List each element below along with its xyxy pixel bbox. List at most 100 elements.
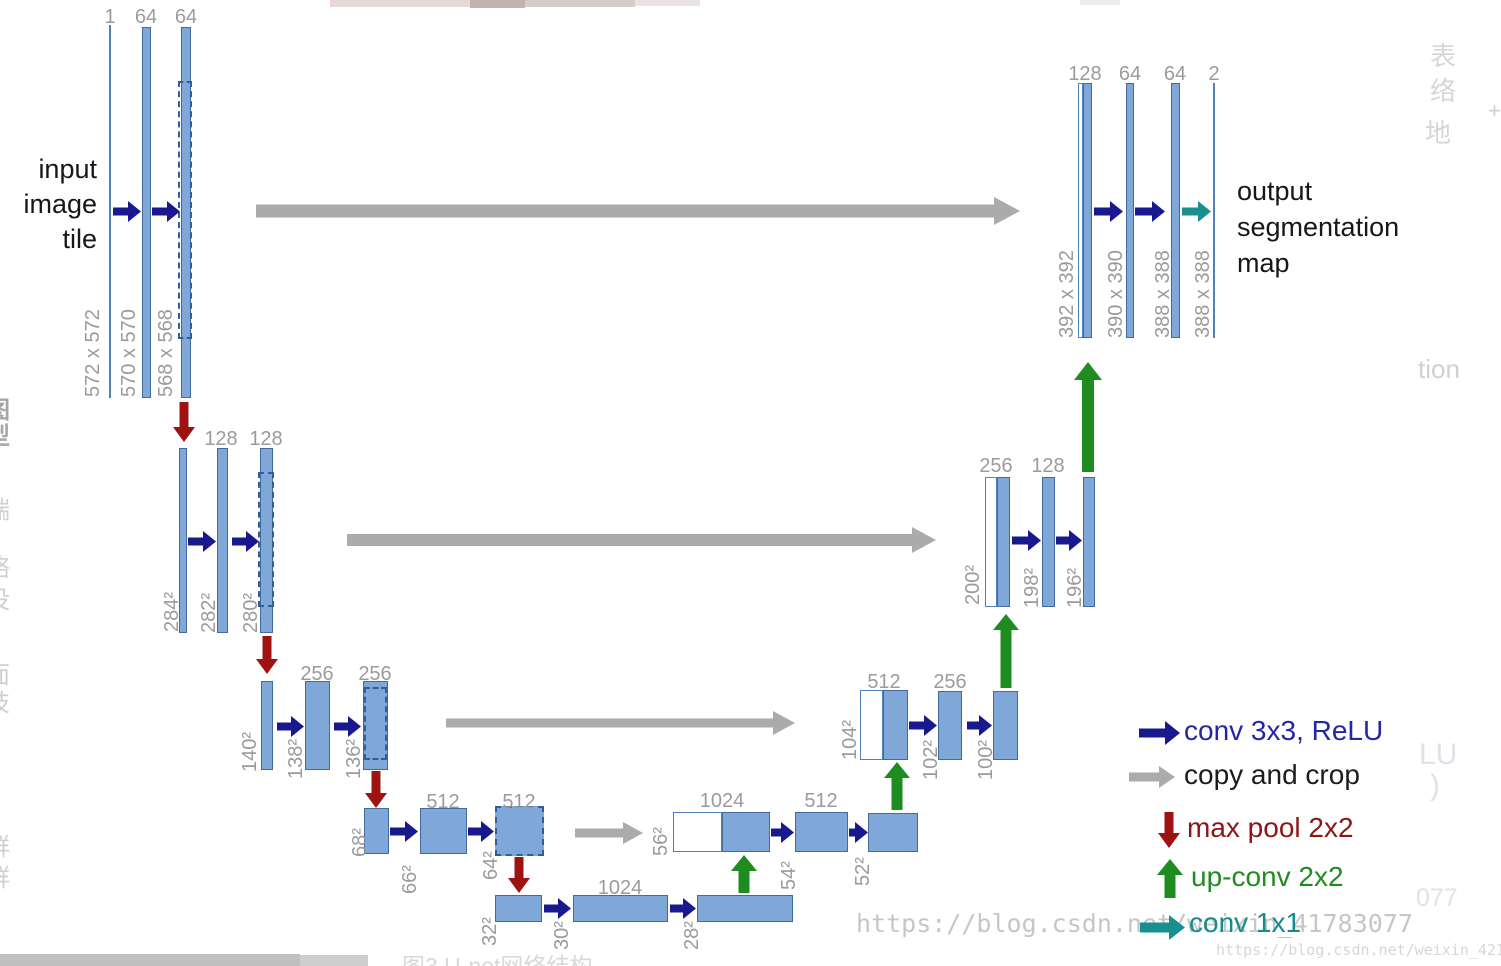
feature-size-label: 388 x 388 — [1192, 250, 1214, 338]
feature-map — [883, 690, 908, 760]
top-photo-sliver — [330, 0, 470, 7]
maxpool-arrow — [508, 857, 530, 893]
maxpool-arrow — [256, 636, 278, 674]
feature-map — [420, 808, 467, 854]
left-edge-glyph: 络 — [0, 556, 10, 582]
conv-arrow — [188, 530, 216, 552]
feature-map — [722, 812, 770, 852]
legend-upconv-label: up-conv 2x2 — [1191, 861, 1344, 892]
bottom-gray-bar — [0, 954, 300, 966]
legend-conv3x3-label: conv 3x3, ReLU — [1184, 715, 1384, 746]
conv-arrow — [1135, 200, 1165, 222]
top-photo-sliver — [635, 0, 700, 6]
channel-count-label: 128 — [1068, 63, 1102, 85]
legend-copy-crop-label: copy and crop — [1184, 759, 1360, 790]
feature-map — [868, 813, 918, 852]
legend-maxpool-arrow — [1158, 812, 1180, 848]
legend-conv-arrow — [1139, 721, 1180, 745]
feature-map — [217, 448, 228, 633]
feature-size-label: 64² — [480, 851, 502, 880]
copy-arrow — [446, 711, 795, 735]
left-edge-glyph: 型 — [0, 424, 10, 450]
feature-size-label: 52² — [852, 857, 874, 886]
conv-arrow — [390, 820, 418, 842]
channel-count-label: 128 — [249, 428, 283, 450]
left-edge-glyph: 群 — [0, 835, 10, 861]
feature-size-label: 54² — [778, 861, 800, 890]
feature-map — [179, 448, 187, 633]
channel-count-label: 128 — [204, 428, 238, 450]
crop-region-outline — [364, 687, 387, 760]
crop-region-outline — [178, 81, 192, 339]
channel-count-label: 128 — [1031, 455, 1065, 477]
ghost-lu: LU — [1419, 738, 1458, 771]
left-edge-glyph: 端 — [0, 498, 10, 524]
ghost-char: 表 — [1430, 41, 1457, 71]
feature-map — [697, 895, 793, 922]
figure-caption-ghost: 图3 U-net网络结构 — [402, 953, 593, 966]
feature-map — [1171, 83, 1180, 338]
feature-size-label: 282² — [198, 592, 220, 633]
crop-region-outline — [258, 472, 274, 607]
conv-arrow — [113, 200, 141, 222]
feature-map — [495, 895, 542, 922]
feature-map — [305, 681, 330, 770]
upconv-arrow — [884, 762, 910, 810]
feature-map — [1083, 477, 1095, 607]
conv-arrow — [544, 897, 571, 919]
upconv-arrow — [993, 614, 1019, 688]
conv-arrow — [771, 821, 794, 843]
feature-map — [364, 808, 389, 854]
feature-size-label: 392 x 392 — [1056, 250, 1078, 338]
channel-count-label: 256 — [979, 455, 1013, 477]
maxpool-arrow — [173, 402, 195, 442]
output-label-line: map — [1237, 248, 1290, 278]
output-label-line: output — [1237, 176, 1313, 206]
channel-count-label: 64 — [1163, 63, 1187, 85]
feature-size-label: 572 x 572 — [82, 309, 104, 397]
ghost-tion: tion — [1418, 354, 1460, 384]
channel-count-label: 64 — [174, 6, 198, 28]
left-edge-glyph: 没 — [0, 588, 10, 614]
feature-size-label: 568 x 568 — [155, 309, 177, 397]
feature-size-label: 66² — [399, 865, 421, 894]
ghost-char: 络 — [1430, 76, 1457, 106]
watermark-small: https://blog.csdn.net/weixin_42152656 — [1216, 941, 1501, 959]
channel-count-label: 256 — [300, 663, 334, 685]
left-edge-glyph: 面 — [0, 663, 10, 689]
feature-map-line — [1213, 83, 1215, 338]
feature-map — [938, 691, 962, 760]
channel-count-label: 512 — [867, 671, 901, 693]
feature-size-label: 56² — [650, 827, 672, 856]
copied-feature-map — [673, 812, 722, 852]
left-edge-text-fragments: 图型端络没面技·(群群 — [0, 388, 13, 966]
feature-map — [1126, 83, 1134, 338]
copied-feature-map — [985, 477, 997, 607]
feature-size-label: 280² — [240, 592, 262, 633]
output-label-line: segmentation — [1237, 212, 1400, 242]
feature-size-label: 198² — [1021, 567, 1043, 608]
feature-map — [573, 895, 668, 922]
conv1x1-arrow — [1182, 200, 1211, 222]
channel-count-label: 64 — [1118, 63, 1142, 85]
channel-count-label: 512 — [426, 791, 460, 813]
feature-map — [1042, 477, 1055, 607]
left-edge-glyph: 图 — [0, 398, 10, 424]
top-photo-sliver — [1080, 0, 1120, 5]
channel-count-label: 256 — [933, 671, 967, 693]
input-label-line: tile — [62, 224, 97, 254]
channel-count-label: 2 — [1208, 63, 1220, 85]
feature-map — [363, 681, 388, 770]
feature-size-label: 388 x 388 — [1152, 250, 1174, 338]
upconv-arrow — [731, 855, 757, 893]
ghost-char: 地 — [1425, 118, 1452, 148]
conv-arrow — [909, 714, 937, 736]
input-label-line: image — [23, 189, 97, 219]
left-edge-glyph: 技 — [0, 691, 10, 717]
conv-arrow — [670, 897, 696, 919]
channel-count-label: 1024 — [597, 877, 643, 899]
top-photo-sliver — [525, 0, 635, 7]
feature-size-label: 570 x 570 — [118, 309, 140, 397]
feature-size-label: 28² — [681, 921, 703, 950]
conv-arrow — [967, 714, 992, 736]
